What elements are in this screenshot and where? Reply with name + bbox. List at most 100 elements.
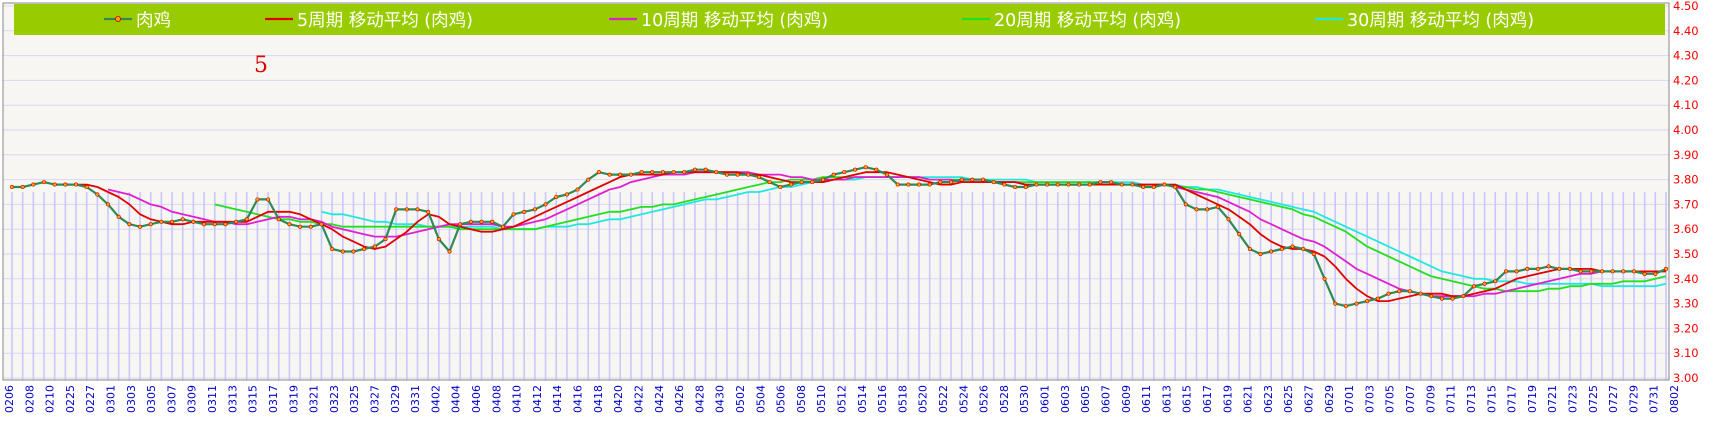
price-point bbox=[756, 175, 761, 180]
price-point bbox=[1301, 247, 1306, 252]
price-point bbox=[138, 224, 143, 229]
price-point bbox=[1365, 299, 1370, 304]
price-point bbox=[276, 217, 281, 222]
price-point bbox=[1343, 304, 1348, 309]
price-point bbox=[906, 182, 911, 187]
price-point bbox=[95, 192, 100, 197]
price-point bbox=[917, 182, 922, 187]
x-tick-label: 0524 bbox=[957, 385, 970, 413]
x-tick-label: 0623 bbox=[1262, 385, 1275, 413]
price-point bbox=[991, 180, 996, 185]
price-point bbox=[74, 182, 79, 187]
price-point bbox=[511, 212, 516, 217]
x-tick-label: 0307 bbox=[165, 385, 178, 413]
price-point bbox=[1183, 202, 1188, 207]
price-point bbox=[767, 180, 772, 185]
price-point bbox=[650, 170, 655, 175]
price-point bbox=[1525, 266, 1530, 271]
x-tick-label: 0731 bbox=[1648, 385, 1661, 413]
price-point bbox=[788, 182, 793, 187]
x-tick-label: 0331 bbox=[409, 385, 422, 413]
x-tick-label: 0309 bbox=[186, 385, 199, 413]
price-point bbox=[490, 219, 495, 224]
price-point bbox=[266, 197, 271, 202]
price-point bbox=[1162, 182, 1167, 187]
price-point bbox=[724, 172, 729, 177]
price-point bbox=[127, 222, 132, 227]
y-tick-label: 4.30 bbox=[1673, 49, 1699, 63]
price-point bbox=[202, 222, 207, 227]
x-tick-label: 0526 bbox=[978, 385, 991, 413]
x-tick-label: 0418 bbox=[592, 385, 605, 413]
price-point bbox=[255, 197, 260, 202]
x-tick-label: 0514 bbox=[856, 385, 869, 413]
legend-marker bbox=[115, 15, 122, 22]
price-point bbox=[180, 217, 185, 222]
price-point bbox=[692, 167, 697, 172]
x-tick-label: 0426 bbox=[673, 385, 686, 413]
price-point bbox=[639, 170, 644, 175]
price-point bbox=[372, 244, 377, 249]
price-point bbox=[596, 170, 601, 175]
price-point bbox=[532, 207, 537, 212]
price-point bbox=[895, 182, 900, 187]
price-point bbox=[1205, 207, 1210, 212]
price-point bbox=[447, 249, 452, 254]
price-point bbox=[1002, 182, 1007, 187]
plot-area-background bbox=[3, 3, 1669, 380]
legend-label: 20周期 移动平均 (肉鸡) bbox=[994, 11, 1181, 31]
price-point bbox=[981, 177, 986, 182]
x-tick-label: 0615 bbox=[1181, 385, 1194, 413]
price-point bbox=[1098, 180, 1103, 185]
y-tick-label: 3.10 bbox=[1673, 346, 1699, 360]
y-tick-label: 4.10 bbox=[1673, 98, 1699, 112]
x-tick-label: 0315 bbox=[247, 385, 260, 413]
y-tick-label: 4.40 bbox=[1673, 24, 1699, 38]
price-point bbox=[287, 222, 292, 227]
price-point bbox=[1482, 281, 1487, 286]
price-point bbox=[330, 247, 335, 252]
x-tick-label: 0723 bbox=[1567, 385, 1580, 413]
price-point bbox=[853, 167, 858, 172]
x-tick-label: 0329 bbox=[389, 385, 402, 413]
x-tick-label: 0325 bbox=[348, 385, 361, 413]
x-tick-label: 0323 bbox=[328, 385, 341, 413]
y-tick-label: 4.20 bbox=[1673, 73, 1699, 87]
price-point bbox=[52, 182, 57, 187]
x-tick-label: 0305 bbox=[145, 385, 158, 413]
x-tick-label: 0402 bbox=[429, 385, 442, 413]
x-tick-label: 0629 bbox=[1323, 385, 1336, 413]
y-tick-label: 3.90 bbox=[1673, 148, 1699, 162]
price-point bbox=[820, 177, 825, 182]
price-point bbox=[564, 192, 569, 197]
price-point bbox=[660, 170, 665, 175]
x-tick-label: 0414 bbox=[551, 385, 564, 413]
price-point bbox=[1429, 294, 1434, 299]
price-point bbox=[1023, 185, 1028, 190]
price-point bbox=[234, 219, 239, 224]
price-point bbox=[735, 172, 740, 177]
x-tick-label: 0611 bbox=[1140, 385, 1153, 413]
x-tick-label: 0319 bbox=[287, 385, 300, 413]
price-point bbox=[426, 209, 431, 214]
price-point bbox=[415, 207, 420, 212]
price-point bbox=[543, 202, 548, 207]
price-point bbox=[863, 165, 868, 170]
price-point bbox=[479, 219, 484, 224]
price-point bbox=[1567, 266, 1572, 271]
price-point bbox=[1599, 269, 1604, 274]
x-tick-label: 0420 bbox=[612, 385, 625, 413]
price-point bbox=[500, 224, 505, 229]
x-tick-label: 0705 bbox=[1384, 385, 1397, 413]
price-point bbox=[362, 247, 367, 252]
price-point bbox=[671, 170, 676, 175]
x-tick-label: 0424 bbox=[653, 385, 666, 413]
price-point bbox=[63, 182, 68, 187]
y-tick-label: 3.50 bbox=[1673, 247, 1699, 261]
x-tick-label: 0711 bbox=[1445, 385, 1458, 413]
legend-label: 5周期 移动平均 (肉鸡) bbox=[297, 11, 473, 31]
y-tick-label: 3.30 bbox=[1673, 297, 1699, 311]
x-tick-label: 0707 bbox=[1404, 385, 1417, 413]
price-point bbox=[148, 222, 153, 227]
price-point bbox=[10, 185, 15, 190]
